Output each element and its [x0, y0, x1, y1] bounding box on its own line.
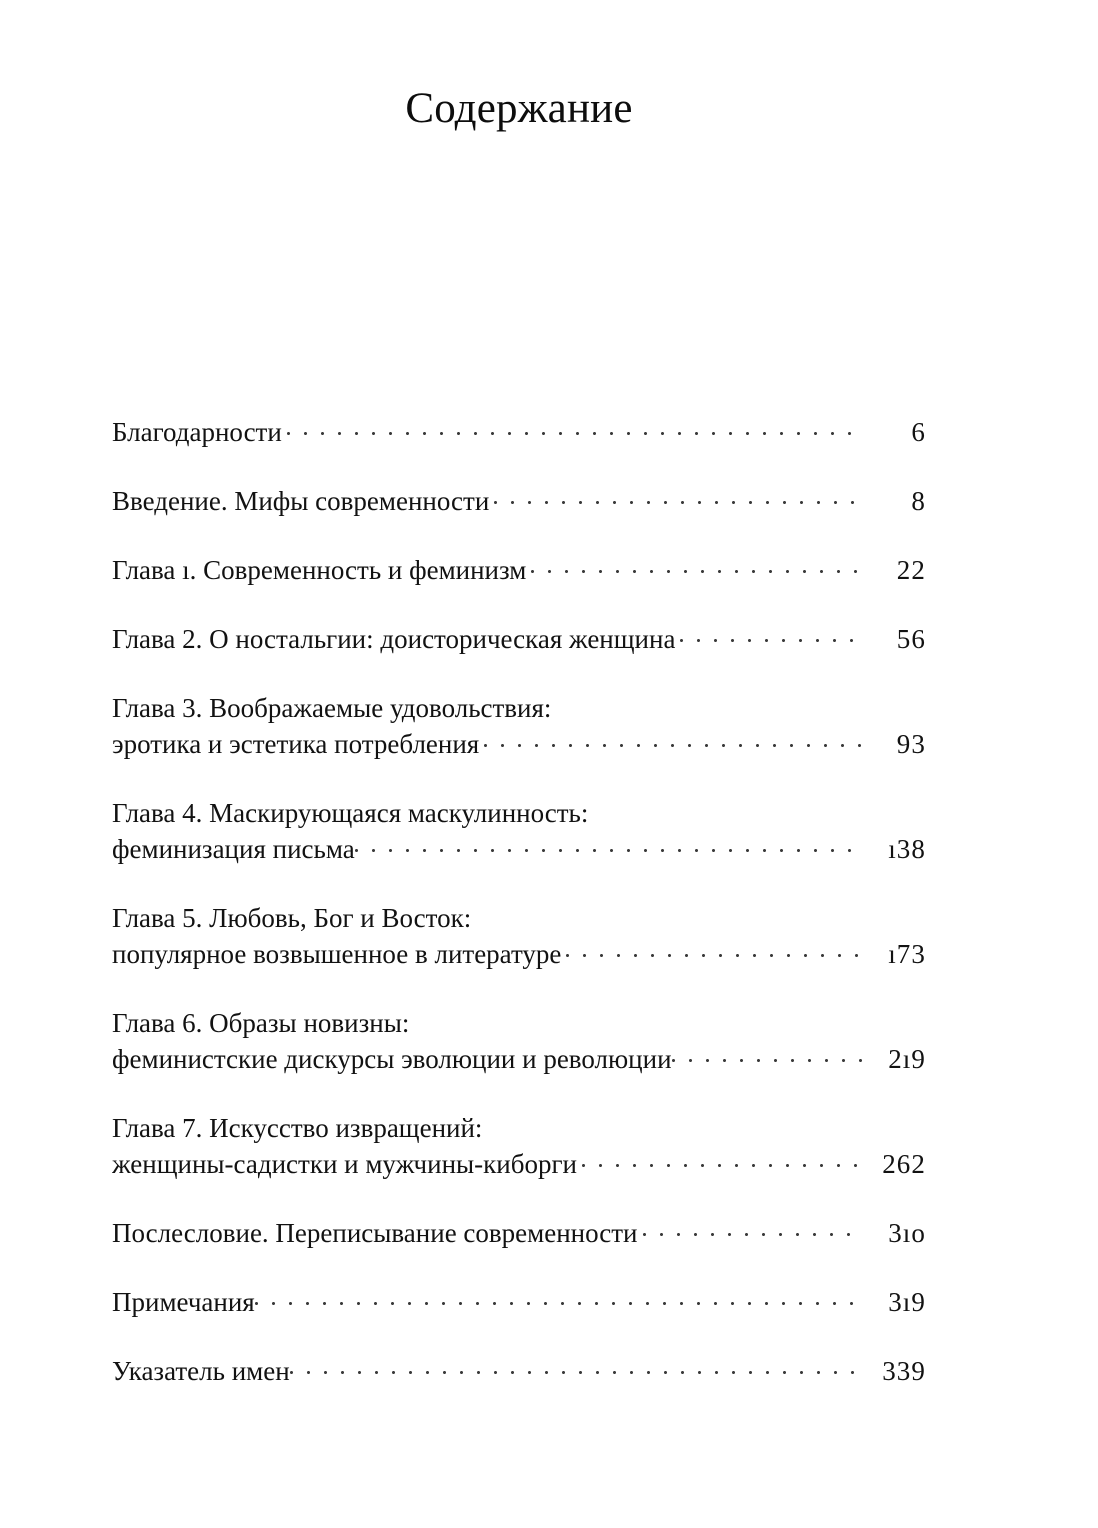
toc-page-number: 3ı9 — [888, 1287, 926, 1317]
toc-page-number: 339 — [882, 1356, 926, 1386]
toc-entry[interactable]: Послесловие. Переписывание современности… — [112, 1215, 926, 1251]
toc-entry-line-final: Глава 2. О ностальгии: доисторическая же… — [112, 621, 926, 657]
toc-entry[interactable]: Благодарности 6 — [112, 414, 926, 450]
toc-entry-title: Примечания — [112, 1287, 255, 1317]
toc-leader-dots — [531, 552, 863, 579]
toc-entry-title: Указатель имен — [112, 1356, 290, 1386]
toc-entry-line-final: Примечания 3ı9 — [112, 1284, 926, 1320]
toc-entry-line-final: Глава ı. Современность и феминизм 22 — [112, 552, 926, 588]
toc-leader-dots — [289, 1353, 863, 1380]
toc-entry[interactable]: Глава ı. Современность и феминизм 22 — [112, 552, 926, 588]
toc-entry-line: Глава 7. Искусство извращений: — [112, 1110, 926, 1146]
toc-page-number: 56 — [896, 624, 926, 654]
toc-entry-title: Послесловие. Переписывание современности — [112, 1218, 638, 1248]
toc-entry-line-final: Введение. Мифы современности 8 — [112, 483, 926, 519]
toc-leader-dots — [582, 1146, 863, 1173]
toc-leader-dots — [494, 483, 863, 510]
toc-entry[interactable]: Глава 6. Образы новизны: феминистские дис… — [112, 1005, 926, 1077]
toc-entry[interactable]: Глава 7. Искусство извращений: женщины-са… — [112, 1110, 926, 1182]
toc-leader-dots — [254, 1284, 863, 1311]
toc-entry-title: феминистские дискурсы эволюции и революц… — [112, 1044, 672, 1074]
toc-page-number: 6 — [911, 417, 926, 447]
toc-entry-line-final: эротика и эстетика потребления 93 — [112, 726, 926, 762]
toc-entry-title: Благодарности — [112, 417, 282, 447]
toc-page-number: 93 — [896, 729, 926, 759]
toc-entry-title: Глава 4. Маскирующаяся маскулинность: — [112, 798, 589, 828]
toc-entry-line-final: Послесловие. Переписывание современности… — [112, 1215, 926, 1251]
toc-page-number: 22 — [896, 555, 926, 585]
toc-page-number: 3ıо — [888, 1218, 926, 1248]
toc-entry[interactable]: Глава 3. Воображаемые удовольствия: эроти… — [112, 690, 926, 762]
toc-entry-line: Глава 5. Любовь, Бог и Восток: — [112, 900, 926, 936]
page-title: Содержание — [405, 85, 633, 132]
toc-leader-dots — [671, 1041, 863, 1068]
toc-entry[interactable]: Глава 5. Любовь, Бог и Восток: популярное… — [112, 900, 926, 972]
toc-entry-title: женщины-садистки и мужчины-киборги — [112, 1149, 577, 1179]
toc-entry-line: Глава 4. Маскирующаяся маскулинность: — [112, 795, 926, 831]
toc-leader-dots — [484, 726, 863, 753]
toc-entry[interactable]: Глава 4. Маскирующаяся маскулинность: фем… — [112, 795, 926, 867]
toc-entry-title: Глава 7. Искусство извращений: — [112, 1113, 483, 1143]
toc-entry-line: Глава 3. Воображаемые удовольствия: — [112, 690, 926, 726]
toc-leader-dots — [680, 621, 863, 648]
toc-leader-dots — [354, 831, 863, 858]
toc-leader-dots — [642, 1215, 863, 1242]
toc-page-number: ı73 — [888, 939, 926, 969]
toc-entry-title: Глава 2. О ностальгии: доисторическая же… — [112, 624, 676, 654]
toc-entry[interactable]: Указатель имен 339 — [112, 1353, 926, 1389]
toc-leader-dots — [566, 936, 863, 963]
toc-page-number: 2ı9 — [888, 1044, 926, 1074]
toc-entry-line-final: женщины-садистки и мужчины-киборги 262 — [112, 1146, 926, 1182]
toc-entry-title: Введение. Мифы современности — [112, 486, 490, 516]
toc-page-number: ı38 — [888, 834, 926, 864]
toc-entry-line-final: феминистские дискурсы эволюции и революц… — [112, 1041, 926, 1077]
toc-page-number: 8 — [911, 486, 926, 516]
toc-entry-line: Глава 6. Образы новизны: — [112, 1005, 926, 1041]
toc-entry-line-final: популярное возвышенное в литературе ı73 — [112, 936, 926, 972]
toc-leader-dots — [286, 414, 863, 441]
toc-entry[interactable]: Примечания 3ı9 — [112, 1284, 926, 1320]
toc-entry-line-final: Благодарности 6 — [112, 414, 926, 450]
toc-entry[interactable]: Глава 2. О ностальгии: доисторическая же… — [112, 621, 926, 657]
toc-entry-title: популярное возвышенное в литературе — [112, 939, 562, 969]
toc-entry[interactable]: Введение. Мифы современности 8 — [112, 483, 926, 519]
toc-entry-line-final: феминизация письма ı38 — [112, 831, 926, 867]
toc-entry-title: Глава 3. Воображаемые удовольствия: — [112, 693, 552, 723]
toc-list: Благодарности 6 Введение. Мифы современнос… — [112, 414, 926, 1389]
toc-page-number: 262 — [882, 1149, 926, 1179]
toc-entry-title: Глава 5. Любовь, Бог и Восток: — [112, 903, 472, 933]
toc-entry-title: феминизация письма — [112, 834, 355, 864]
toc-entry-title: эротика и эстетика потребления — [112, 729, 480, 759]
toc-entry-line-final: Указатель имен 339 — [112, 1353, 926, 1389]
toc-entry-title: Глава ı. Современность и феминизм — [112, 555, 527, 585]
toc-entry-title: Глава 6. Образы новизны: — [112, 1008, 410, 1038]
